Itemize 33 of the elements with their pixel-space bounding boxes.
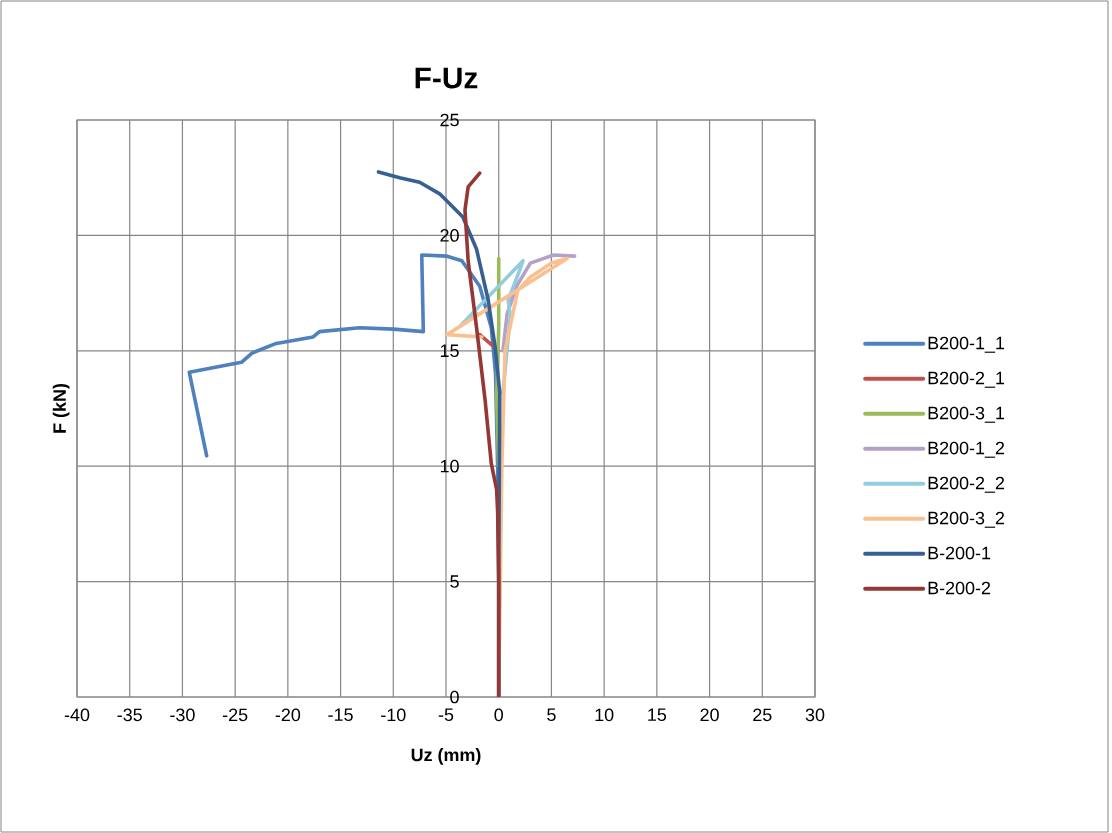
x-axis-title: Uz (mm) [411, 748, 481, 765]
x-tick-label: 25 [753, 708, 772, 722]
y-axis-title: F (kN) [52, 384, 70, 433]
legend-label: B200-3_2 [928, 511, 1005, 528]
legend-label: B200-3_1 [928, 406, 1005, 423]
x-tick-label: 15 [648, 708, 667, 722]
x-tick-label: 20 [700, 708, 719, 722]
y-tick-label: 0 [450, 690, 459, 704]
x-tick-label: -35 [117, 708, 142, 722]
legend-label: B-200-2 [928, 581, 991, 595]
line-series [463, 171, 501, 697]
x-tick-label: -30 [170, 708, 195, 722]
x-tick-label: -25 [222, 708, 248, 722]
legend-label: B-200-1 [928, 546, 991, 560]
legend-label: B200-2_2 [928, 476, 1005, 493]
x-tick-label: -20 [275, 708, 301, 722]
x-tick-label: 5 [547, 708, 556, 722]
y-tick-label: 5 [450, 575, 459, 588]
x-tick-label: 10 [595, 708, 614, 722]
x-tick-label: -40 [64, 708, 90, 722]
x-tick-label: 30 [805, 708, 825, 722]
y-tick-label: 25 [440, 113, 459, 127]
chart-title: F-Uz [415, 67, 478, 89]
legend-label: B200-1_2 [928, 441, 1005, 458]
legend-label: B200-1_1 [928, 336, 1005, 353]
legend-label: B200-2_1 [928, 371, 1005, 388]
x-tick-label: -15 [328, 708, 353, 722]
y-tick-label: 15 [440, 344, 459, 358]
y-tick-label: 20 [440, 229, 459, 242]
x-tick-label: -5 [438, 708, 454, 722]
y-tick-label: 10 [440, 459, 459, 473]
x-tick-label: -10 [381, 708, 406, 722]
x-tick-label: 0 [494, 708, 504, 722]
